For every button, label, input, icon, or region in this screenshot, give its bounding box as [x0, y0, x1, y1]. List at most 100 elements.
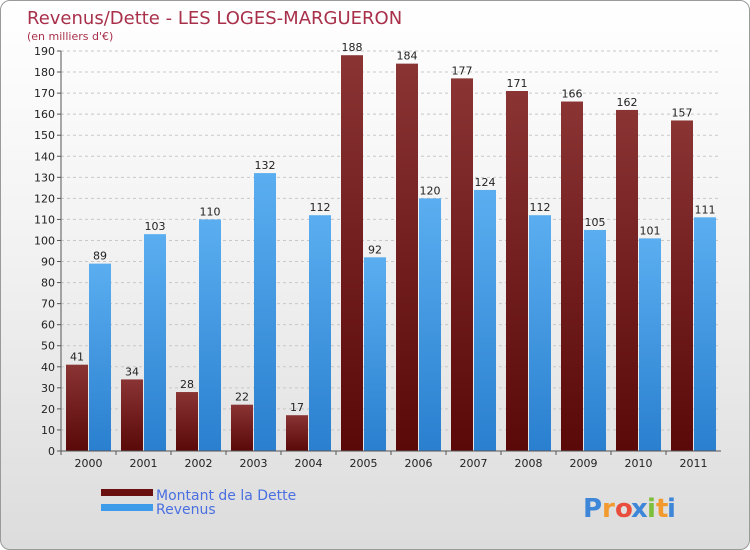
y-tick-label: 160 — [34, 108, 55, 121]
bar-debt — [341, 55, 363, 452]
logo-letter: x — [631, 494, 648, 524]
chart-title: Revenus/Dette - LES LOGES-MARGUERON — [27, 8, 402, 29]
x-tick-label: 2010 — [625, 457, 653, 470]
data-label-debt: 177 — [452, 64, 473, 77]
y-tick-label: 120 — [34, 192, 55, 205]
chart-subtitle: (en milliers d'€) — [27, 30, 113, 43]
grid — [61, 50, 721, 452]
y-tick-label: 110 — [34, 213, 55, 226]
bar-revenus — [309, 215, 331, 451]
y-tick-label: 100 — [34, 234, 55, 247]
x-tick-label: 2008 — [515, 457, 543, 470]
y-tick-label: 180 — [34, 66, 55, 79]
x-tick-label: 2002 — [185, 457, 213, 470]
bar-revenus — [529, 215, 551, 451]
data-label-revenus: 92 — [368, 243, 382, 256]
x-tick-label: 2004 — [295, 457, 323, 470]
y-tick-label: 190 — [34, 45, 55, 58]
bar-debt — [451, 78, 473, 452]
data-label-revenus: 103 — [145, 220, 166, 233]
bar-revenus — [144, 234, 166, 451]
bar-debt — [396, 63, 418, 451]
y-tick-label: 40 — [41, 361, 55, 374]
data-label-revenus: 89 — [93, 250, 107, 263]
bar-revenus — [474, 189, 496, 451]
data-label-debt: 28 — [180, 378, 194, 391]
data-label-debt: 162 — [617, 96, 638, 109]
bar-revenus — [584, 229, 606, 451]
logo-letter: r — [602, 494, 615, 524]
x-tick-label: 2011 — [680, 457, 708, 470]
data-label-debt: 34 — [125, 365, 139, 378]
legend-label-debt: Montant de la Dette — [156, 488, 296, 504]
y-tick-label: 140 — [34, 150, 55, 163]
y-tick-label: 60 — [41, 319, 55, 332]
logo-letter: P — [583, 494, 602, 524]
logo-letter: t — [656, 494, 668, 524]
bar-debt — [671, 120, 693, 451]
bar-debt — [286, 415, 308, 451]
data-label-debt: 171 — [507, 77, 528, 90]
y-tick-label: 130 — [34, 171, 55, 184]
bar-debt — [231, 404, 253, 451]
y-tick-label: 170 — [34, 87, 55, 100]
y-tick-label: 10 — [41, 424, 55, 437]
x-tick-label: 2005 — [350, 457, 378, 470]
logo-letter: i — [667, 494, 676, 524]
logo-letter: i — [647, 494, 656, 524]
bar-debt — [66, 364, 88, 451]
bar-revenus — [364, 257, 386, 451]
bars — [66, 55, 716, 452]
data-label-revenus: 132 — [255, 159, 276, 172]
data-label-revenus: 111 — [695, 203, 716, 216]
y-tick-label: 80 — [41, 277, 55, 290]
bar-revenus — [254, 173, 276, 451]
legend-label-revenus: Revenus — [156, 502, 216, 518]
legend-swatch-revenus — [101, 504, 153, 511]
bar-revenus — [694, 217, 716, 451]
data-label-debt: 166 — [562, 88, 583, 101]
logo-letter: o — [615, 494, 633, 524]
y-tick-label: 50 — [41, 340, 55, 353]
data-label-revenus: 101 — [640, 224, 661, 237]
bar-revenus — [639, 238, 661, 451]
x-tick-label: 2009 — [570, 457, 598, 470]
bar-debt — [176, 392, 198, 451]
data-label-debt: 184 — [397, 50, 418, 63]
legend-swatch-debt — [101, 489, 153, 496]
bar-revenus — [199, 219, 221, 451]
bar-revenus — [419, 198, 441, 451]
data-label-revenus: 112 — [310, 201, 331, 214]
data-label-revenus: 120 — [420, 184, 441, 197]
y-tick-label: 70 — [41, 298, 55, 311]
bar-debt — [506, 91, 528, 451]
bar-debt — [616, 109, 638, 452]
data-label-debt: 41 — [70, 351, 84, 364]
data-label-revenus: 110 — [200, 205, 221, 218]
bar-revenus — [89, 263, 111, 451]
bar-debt — [561, 101, 583, 452]
x-tick-label: 2007 — [460, 457, 488, 470]
data-label-revenus: 105 — [585, 216, 606, 229]
y-tick-label: 20 — [41, 403, 55, 416]
x-tick-label: 2003 — [240, 457, 268, 470]
data-labels: 41 89 34 103 28 110 22 132 17 112 188 92 184 120 177 12… — [70, 41, 716, 414]
y-tick-label: 150 — [34, 129, 55, 142]
y-tick-label: 90 — [41, 256, 55, 269]
axes: 0 10 20 30 40 50 60 70 80 90 100 110 120 130 140 150 160… — [34, 45, 721, 470]
data-label-debt: 157 — [672, 106, 693, 119]
x-tick-label: 2001 — [130, 457, 158, 470]
x-tick-label: 2006 — [405, 457, 433, 470]
y-tick-label: 30 — [41, 382, 55, 395]
bar-debt — [121, 379, 143, 451]
data-label-revenus: 112 — [530, 201, 551, 214]
legend: Montant de la Dette Revenus — [101, 488, 296, 518]
data-label-debt: 188 — [342, 41, 363, 54]
y-tick-label: 0 — [48, 445, 55, 458]
data-label-debt: 22 — [235, 391, 249, 404]
x-tick-label: 2000 — [75, 457, 103, 470]
data-label-revenus: 124 — [475, 176, 496, 189]
